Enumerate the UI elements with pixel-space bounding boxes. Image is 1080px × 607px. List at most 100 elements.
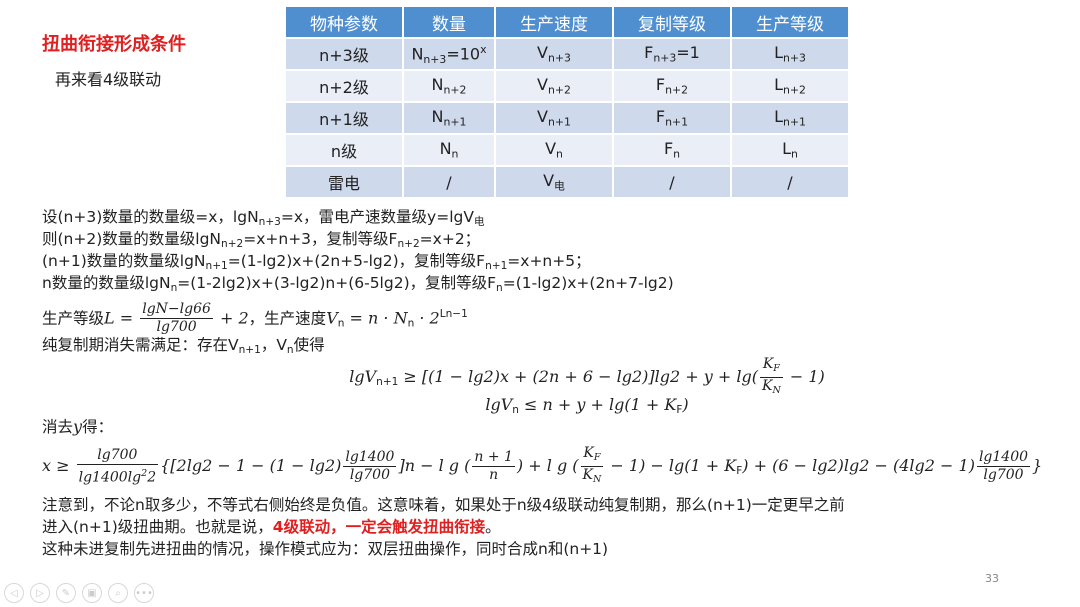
text-run: lg700 — [156, 319, 197, 336]
text-run: 纯复制期消失需满足：存在V — [42, 336, 239, 354]
subscript: F — [676, 404, 683, 417]
text-run: 消去 — [42, 418, 74, 436]
subscript: n+2 — [443, 83, 467, 97]
table-cell: n+2级 — [284, 69, 404, 103]
table-cell: / — [730, 165, 850, 199]
subscript: n — [556, 147, 563, 161]
text-run: =(1-lg2)x+(2n+5-lg2)，复制等级F — [227, 252, 486, 270]
text-run: 注意到，不论n取多少，不等式右侧始终是负值。这意味着，如果处于n级4级联动纯复制… — [42, 496, 845, 514]
text-run: L — [774, 75, 783, 95]
text-run: K — [583, 445, 594, 462]
table-cell: Ln+1 — [730, 101, 850, 135]
subscript: n — [170, 282, 178, 295]
fraction: lgN−lg66 lg700 — [140, 301, 213, 336]
column-header: 生产等级 — [730, 5, 850, 39]
table-cell: / — [402, 165, 496, 199]
math-run: lgV — [485, 395, 513, 414]
text-run: N — [439, 139, 452, 159]
text-run: / — [446, 172, 452, 192]
text-run: 这种未进复制先进扭曲的情况，操作模式应为：双层扭曲操作，同时合成n和(n+1) — [42, 540, 609, 558]
text-run: ，V — [260, 336, 287, 354]
text-line: 这种未进复制先进扭曲的情况，操作模式应为：双层扭曲操作，同时合成n和(n+1) — [42, 538, 1072, 560]
numerator: KF — [759, 356, 783, 378]
text-run: 2 — [147, 469, 157, 486]
table-cell: Nn+1 — [402, 101, 496, 135]
text-run: / — [787, 172, 793, 192]
subscript: n — [451, 147, 459, 161]
subscript: n+3 — [782, 51, 806, 65]
text-run: ，生产速度 — [248, 309, 327, 328]
next-icon[interactable]: ▷ — [30, 583, 50, 603]
math-run: = n · N — [344, 308, 408, 328]
text-run: F — [644, 43, 654, 63]
text-line: 注意到，不论n取多少，不等式右侧始终是负值。这意味着，如果处于n级4级联动纯复制… — [42, 494, 1072, 516]
superscript: 2 — [141, 467, 148, 479]
text-run: F — [655, 107, 666, 127]
math-run: − 1) — [784, 366, 825, 386]
fraction: lg1400 lg700 — [976, 449, 1031, 484]
table-row: n级 Nn Vn Fn Ln — [284, 133, 850, 167]
text-line: lgVn+1 ≥ [(1 − lg2)x + (2n + 6 − lg2)]lg… — [42, 356, 1072, 396]
text-run: K — [582, 467, 593, 483]
subscript: 电 — [554, 179, 565, 193]
text-run: K — [761, 377, 773, 394]
math-run: x ≥ — [42, 456, 75, 475]
text-run: n数量的数量级lgN — [42, 274, 171, 292]
math-run: ) + (6 − lg2)lg2 − (4lg2 − 1) — [742, 456, 975, 475]
text-line: 设(n+3)数量的数量级=x，lgNn+3=x，雷电产速数量级y=lgV电 — [42, 206, 1072, 228]
slide-title: 扭曲衔接形成条件 — [42, 34, 186, 55]
math-run: {[2lg2 − 1 − (1 − lg2) — [160, 456, 342, 475]
slide-subtitle: 再来看4级联动 — [55, 70, 162, 89]
subscript: n+1 — [548, 115, 571, 129]
text-run: L — [774, 107, 783, 127]
text-run: K — [762, 356, 774, 372]
zoom-icon[interactable]: ⌕ — [108, 583, 128, 603]
slide-body: 设(n+3)数量的数量级=x，lgNn+3=x，雷电产速数量级y=lgV电 则(n… — [42, 206, 1072, 560]
denominator: n — [472, 467, 515, 484]
subscript: F — [593, 452, 601, 463]
text-run: 。 — [485, 518, 501, 536]
subscript: n — [496, 282, 503, 295]
subscript: 电 — [473, 216, 485, 229]
text-line: 生产等级L = lgN−lg66 lg700 + 2，生产速度Vn = n · N… — [42, 294, 1072, 336]
math-run: L = — [104, 308, 139, 328]
numerator: n + 1 — [472, 449, 515, 467]
math-run: ≥ [(1 − lg2)x + (2n + 6 − lg2)]lg2 + y +… — [398, 366, 758, 386]
table-cell: Vn+1 — [494, 101, 614, 135]
table-row: n+2级 Nn+2 Vn+2 Fn+2 Ln+2 — [284, 69, 850, 103]
previous-icon[interactable]: ◁ — [4, 583, 24, 603]
text-run: =(1-2lg2)x+(3-lg2)n+(6-5lg2)，复制等级F — [177, 274, 497, 292]
subscript: n+3 — [653, 51, 677, 65]
subscript: n — [407, 317, 415, 330]
text-run: =x+2； — [419, 230, 481, 248]
subscript: n — [337, 317, 345, 330]
subscript: n — [673, 147, 681, 161]
table-row: n+3级 Nn+3=10x Vn+3 Fn+3=1 Ln+3 — [284, 37, 850, 71]
pen-icon[interactable]: ✎ — [56, 583, 76, 603]
text-run: V — [537, 107, 548, 127]
subscript: n+1 — [238, 344, 261, 357]
table-cell: Nn — [402, 133, 496, 167]
slides-icon[interactable]: ▣ — [82, 583, 102, 603]
table-cell: Nn+2 — [402, 69, 496, 103]
table-cell: n+3级 — [284, 37, 404, 71]
text-run: 雷电 — [327, 174, 360, 193]
text-run: n+2级 — [319, 78, 369, 97]
text-run: =x+n+5； — [507, 252, 591, 270]
text-run: 使得 — [293, 336, 325, 354]
text-line: lgVn ≤ n + y + lg(1 + KF) — [42, 394, 1072, 416]
text-run: lg1400lg — [78, 469, 142, 486]
subscript: n+1 — [205, 260, 228, 273]
text-run: V — [545, 139, 557, 159]
denominator: lg1400lg22 — [77, 465, 159, 487]
more-icon[interactable]: ••• — [134, 583, 154, 603]
text-line: n数量的数量级lgNn=(1-2lg2)x+(3-lg2)n+(6-5lg2)，… — [42, 272, 1072, 294]
table-cell: V电 — [494, 165, 614, 199]
math-run: } — [1032, 456, 1043, 475]
text-line: 则(n+2)数量的数量级lgNn+2=x+n+3，复制等级Fn+2=x+2； — [42, 228, 1072, 250]
table-cell: Ln — [730, 133, 850, 167]
text-run: lg700 — [349, 467, 390, 483]
text-run: F — [663, 139, 674, 159]
denominator: KN — [581, 467, 604, 488]
fraction: n + 1 n — [472, 449, 515, 484]
